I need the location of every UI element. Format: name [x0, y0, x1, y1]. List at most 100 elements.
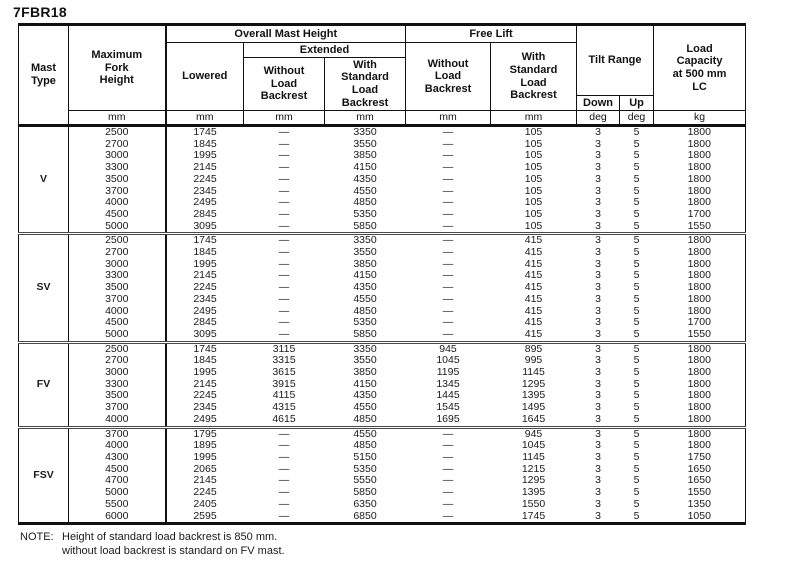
table-cell: 1050 [687, 509, 711, 522]
table-cell: 415 [524, 327, 543, 340]
unit-cell: mm [165, 110, 244, 126]
table-cell: 3 [595, 439, 601, 452]
table-cell: 1800 [687, 304, 711, 317]
table-cell: 4000 [68, 305, 167, 318]
unit-cell: mm [68, 110, 167, 126]
table-cell: 945 [524, 427, 543, 440]
mast-type-cell: V [18, 125, 69, 234]
table-cell: 1800 [687, 342, 711, 355]
table-cell: 4500 [68, 317, 167, 329]
table-cell: 6850 [353, 509, 377, 522]
table-cell: 5 [633, 450, 640, 463]
table-cell: 5 [633, 389, 640, 402]
table-cell: 1750 [687, 450, 711, 463]
table-cell: — [442, 304, 454, 317]
table-cell: 3 [595, 401, 601, 414]
table-cell: 1495 [521, 401, 546, 414]
table-cell: — [442, 161, 454, 174]
table-cell: 3 [595, 509, 601, 522]
table-cell: 1795 [193, 427, 217, 440]
table-cell: 3 [595, 327, 601, 340]
table-cell: 5 [633, 257, 640, 270]
table-row: 3300 2145 — 4150 — 415 3 5 1800 [19, 269, 746, 283]
table-cell: 1800 [687, 269, 711, 282]
table-row: 3500 2245 — 4350 — 105 3 5 1800 [19, 172, 746, 186]
table-cell: — [442, 246, 454, 259]
table-cell: 4300 [68, 451, 167, 464]
table-cell: 3 [595, 462, 601, 475]
table-cell: 1800 [687, 246, 711, 259]
table-cell: 5 [633, 126, 640, 138]
table-row: 4500 2065 — 5350 — 1215 3 5 1650 [19, 462, 746, 476]
table-cell: 945 [439, 342, 457, 355]
table-cell: 415 [524, 269, 543, 282]
table-row: 4500 2845 — 5350 — 105 3 5 1700 [19, 207, 746, 221]
table-cell: — [442, 137, 454, 150]
table-cell: 5850 [353, 486, 377, 499]
table-cell: 1445 [436, 389, 460, 402]
table-cell: — [442, 486, 454, 499]
table-cell: 4350 [353, 281, 377, 294]
footnote: NOTE: Height of standard load backrest i… [20, 531, 805, 559]
table-cell: 1700 [687, 316, 711, 329]
table-cell: — [442, 450, 454, 463]
table-row: 6000 2595 — 6850 — 1745 3 5 1050 [19, 509, 746, 524]
units-row: mm mm mm mm mm mm deg deg kg [19, 110, 747, 126]
table-cell: 3 [595, 342, 601, 355]
table-cell: 3 [595, 281, 601, 294]
table-cell: 1145 [522, 450, 545, 463]
header-row-3: Without Load Backrest With Standard Load… [19, 57, 746, 111]
unit-cell: mm [323, 110, 407, 126]
table-cell: — [442, 281, 454, 294]
table-cell: 3000 [68, 258, 167, 271]
table-cell: 2700 [68, 246, 167, 259]
table-cell: 4350 [353, 172, 377, 185]
mast-section-sv: SV 2500 1745—3350—415 3 5 1800 2700 1845—3550—4… [18, 233, 746, 343]
table-cell: 3 [595, 497, 601, 510]
table-cell: 4850 [353, 196, 377, 209]
table-cell: — [278, 149, 290, 162]
table-cell: — [278, 161, 290, 174]
table-cell: 415 [524, 246, 543, 259]
table-cell: — [442, 292, 454, 305]
table-cell: 1650 [687, 474, 711, 487]
table-cell: 4000 [68, 413, 167, 428]
spec-table: Mast Type Maximum Fork Height Overall Ma… [18, 23, 747, 526]
table-cell: — [442, 234, 454, 247]
table-row: 4700 2145 — 5550 — 1295 3 5 1650 [19, 474, 746, 488]
table-cell: 5 [633, 439, 640, 452]
table-cell: 3915 [272, 377, 296, 390]
table-cell: 3850 [353, 257, 377, 270]
header-extended: Extended [242, 42, 407, 58]
table-cell: 4150 [353, 161, 377, 174]
table-cell: 2145 [193, 269, 217, 282]
table-cell: 3550 [353, 246, 377, 259]
table-cell: 5 [633, 172, 640, 185]
table-cell: 5 [633, 161, 640, 174]
table-cell: 2145 [193, 377, 217, 390]
table-cell: — [278, 126, 290, 138]
table-row: 5500 2405 — 6350 — 1550 3 5 1350 [19, 497, 746, 511]
table-cell: 5 [633, 269, 640, 282]
header-free-lift: Free Lift [405, 24, 578, 43]
table-cell: 5 [633, 497, 640, 510]
table-cell: 1800 [687, 234, 711, 247]
table-cell: 5500 [68, 498, 167, 511]
table-cell: 5 [633, 427, 640, 440]
table-cell: 1800 [687, 377, 711, 390]
table-cell: — [278, 196, 290, 209]
table-cell: 3315 [272, 354, 296, 367]
header-overall-mast-height: Overall Mast Height [164, 24, 407, 43]
table-cell: 5 [633, 234, 640, 247]
unit-cell: mm [490, 110, 578, 126]
table-cell: 5 [633, 281, 640, 294]
table-cell: 1995 [193, 366, 217, 379]
table-row: 3500 2245 — 4350 — 415 3 5 1800 [19, 281, 746, 294]
table-cell: 4000 [68, 440, 167, 452]
unit-cell: deg [576, 110, 621, 126]
table-cell: 3000 [68, 366, 167, 379]
table-cell: 1700 [687, 207, 711, 220]
table-cell: 3 [595, 207, 601, 220]
table-cell: — [278, 269, 290, 282]
